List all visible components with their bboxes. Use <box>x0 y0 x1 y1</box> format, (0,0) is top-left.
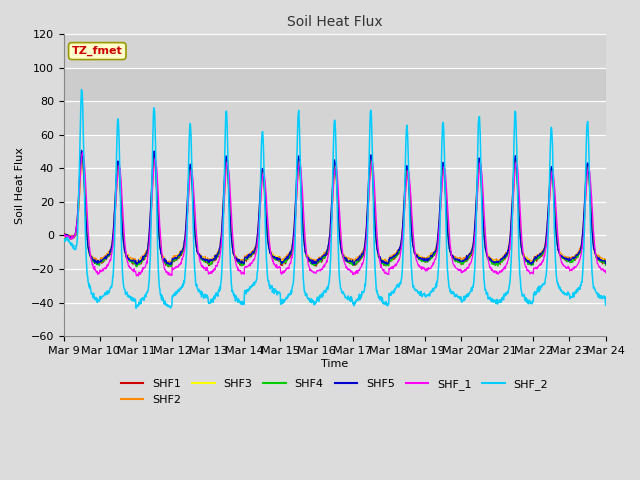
Line: SHF_1: SHF_1 <box>64 152 605 276</box>
Title: Soil Heat Flux: Soil Heat Flux <box>287 15 383 29</box>
Line: SHF_2: SHF_2 <box>64 90 605 308</box>
SHF_2 <box>602 302 609 308</box>
SHF1 <box>602 260 609 266</box>
SHF_2 <box>419 291 427 297</box>
SHF_2 <box>181 272 189 277</box>
SHF3 <box>181 240 189 245</box>
Legend: SHF1, SHF2, SHF3, SHF4, SHF5, SHF_1, SHF_2: SHF1, SHF2, SHF3, SHF4, SHF5, SHF_1, SHF… <box>116 374 553 409</box>
SHF2 <box>168 259 175 265</box>
Line: SHF2: SHF2 <box>64 155 605 264</box>
SHF_2 <box>132 305 140 311</box>
SHF_2 <box>60 236 68 242</box>
SHF1 <box>168 262 175 267</box>
SHF4 <box>167 264 175 270</box>
SHF1 <box>242 257 250 263</box>
Bar <box>64 35 605 135</box>
SHF1 <box>168 264 175 270</box>
SHF3 <box>168 262 175 268</box>
SHF2 <box>181 235 189 241</box>
SHF4 <box>490 262 498 267</box>
SHF2 <box>602 258 609 264</box>
SHF_1 <box>60 233 68 239</box>
Line: SHF5: SHF5 <box>64 150 605 264</box>
SHF_1 <box>419 266 427 272</box>
SHF_1 <box>79 149 87 155</box>
SHF4 <box>242 256 250 262</box>
SHF_2 <box>490 297 498 303</box>
SHF_1 <box>538 259 546 265</box>
SHF_2 <box>77 87 85 93</box>
SHF_2 <box>168 303 175 309</box>
SHF1 <box>538 253 546 259</box>
SHF4 <box>538 251 546 257</box>
SHF5 <box>602 261 609 266</box>
Y-axis label: Soil Heat Flux: Soil Heat Flux <box>15 147 25 224</box>
SHF_1 <box>181 242 189 248</box>
SHF5 <box>168 261 175 267</box>
SHF5 <box>419 257 427 263</box>
SHF3 <box>242 255 250 261</box>
SHF3 <box>602 260 609 265</box>
SHF1 <box>419 258 427 264</box>
Bar <box>64 68 605 101</box>
SHF3 <box>490 259 498 264</box>
SHF_1 <box>602 270 609 276</box>
SHF1 <box>78 151 86 156</box>
SHF4 <box>78 154 86 159</box>
SHF2 <box>538 249 546 254</box>
SHF1 <box>181 241 189 247</box>
SHF4 <box>419 259 427 264</box>
SHF5 <box>538 251 546 256</box>
SHF5 <box>242 254 250 260</box>
SHF3 <box>538 250 546 256</box>
SHF2 <box>166 261 173 266</box>
X-axis label: Time: Time <box>321 359 348 369</box>
SHF1 <box>60 231 68 237</box>
SHF5 <box>490 260 498 266</box>
SHF5 <box>181 234 189 240</box>
SHF2 <box>419 254 427 260</box>
SHF5 <box>77 147 85 153</box>
Line: SHF1: SHF1 <box>64 154 605 267</box>
SHF3 <box>132 263 140 268</box>
SHF2 <box>78 152 86 157</box>
SHF3 <box>78 157 86 163</box>
SHF_1 <box>242 264 250 270</box>
SHF5 <box>60 232 68 238</box>
SHF_2 <box>538 282 546 288</box>
SHF_2 <box>242 289 250 295</box>
SHF_1 <box>134 273 142 279</box>
SHF2 <box>242 253 250 259</box>
SHF3 <box>419 256 427 262</box>
SHF_1 <box>168 273 175 278</box>
SHF3 <box>60 233 68 239</box>
SHF4 <box>602 263 609 268</box>
SHF2 <box>490 257 498 263</box>
SHF_1 <box>490 268 498 274</box>
SHF4 <box>168 262 175 267</box>
SHF2 <box>60 233 68 239</box>
Line: SHF4: SHF4 <box>64 156 605 267</box>
Text: TZ_fmet: TZ_fmet <box>72 46 123 56</box>
Line: SHF3: SHF3 <box>64 160 605 265</box>
SHF4 <box>60 232 68 238</box>
SHF1 <box>490 261 498 267</box>
SHF5 <box>166 262 174 267</box>
SHF4 <box>181 238 189 244</box>
